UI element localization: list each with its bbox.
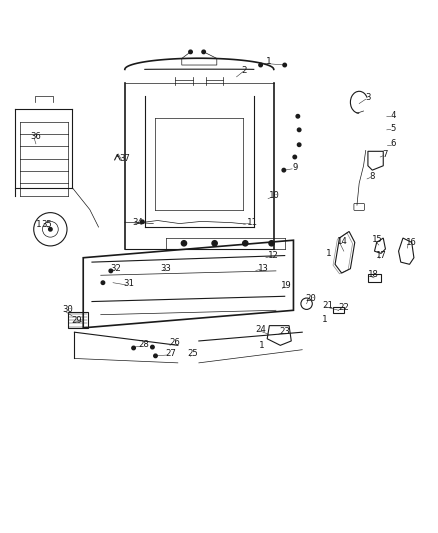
Text: 10: 10 [269, 191, 279, 200]
Circle shape [269, 241, 274, 246]
Circle shape [282, 168, 286, 172]
Text: 33: 33 [161, 264, 171, 273]
Circle shape [293, 155, 297, 159]
Text: 36: 36 [30, 132, 41, 141]
Text: 18: 18 [367, 270, 378, 279]
Text: 27: 27 [165, 349, 176, 358]
Text: 3: 3 [365, 93, 371, 102]
Text: 14: 14 [337, 237, 347, 246]
Text: 15: 15 [372, 235, 383, 244]
Text: 1: 1 [326, 249, 331, 258]
Circle shape [297, 143, 301, 147]
Circle shape [259, 63, 262, 67]
Circle shape [296, 115, 300, 118]
Text: 32: 32 [110, 264, 121, 273]
Text: 17: 17 [376, 251, 386, 260]
Circle shape [297, 128, 301, 132]
Text: 1: 1 [36, 220, 41, 229]
Text: 22: 22 [338, 303, 349, 312]
Circle shape [243, 241, 248, 246]
Text: 9: 9 [292, 163, 297, 172]
Circle shape [202, 50, 205, 54]
Text: 35: 35 [41, 220, 52, 229]
Text: 19: 19 [281, 281, 292, 290]
Text: 30: 30 [62, 305, 73, 314]
Text: 4: 4 [391, 111, 396, 120]
Text: 37: 37 [119, 154, 130, 163]
Circle shape [212, 241, 217, 246]
Circle shape [189, 50, 192, 54]
Text: 5: 5 [391, 124, 396, 133]
Text: 11: 11 [247, 218, 258, 227]
Circle shape [132, 346, 135, 350]
Circle shape [181, 241, 187, 246]
Text: 8: 8 [369, 172, 374, 181]
Circle shape [49, 228, 52, 231]
Text: 7: 7 [382, 150, 387, 159]
Text: 23: 23 [279, 327, 290, 336]
Text: 2: 2 [241, 66, 247, 75]
Text: 6: 6 [391, 139, 396, 148]
Text: 25: 25 [187, 349, 198, 358]
Text: 13: 13 [258, 264, 268, 273]
Circle shape [109, 269, 113, 273]
Text: 26: 26 [170, 338, 180, 347]
Text: 28: 28 [139, 341, 149, 350]
Circle shape [154, 354, 157, 358]
Circle shape [151, 345, 154, 349]
Text: 1: 1 [258, 341, 264, 350]
Text: 12: 12 [268, 251, 279, 260]
Text: 1: 1 [321, 316, 327, 325]
Text: 24: 24 [256, 325, 266, 334]
Text: 20: 20 [305, 294, 316, 303]
Text: 21: 21 [322, 301, 333, 310]
Circle shape [141, 220, 144, 223]
Text: 16: 16 [406, 238, 416, 247]
Circle shape [101, 281, 105, 285]
Circle shape [283, 63, 286, 67]
Text: 31: 31 [124, 279, 134, 288]
Text: 1: 1 [266, 57, 271, 66]
Text: 34: 34 [132, 218, 143, 227]
Text: 29: 29 [71, 316, 81, 325]
